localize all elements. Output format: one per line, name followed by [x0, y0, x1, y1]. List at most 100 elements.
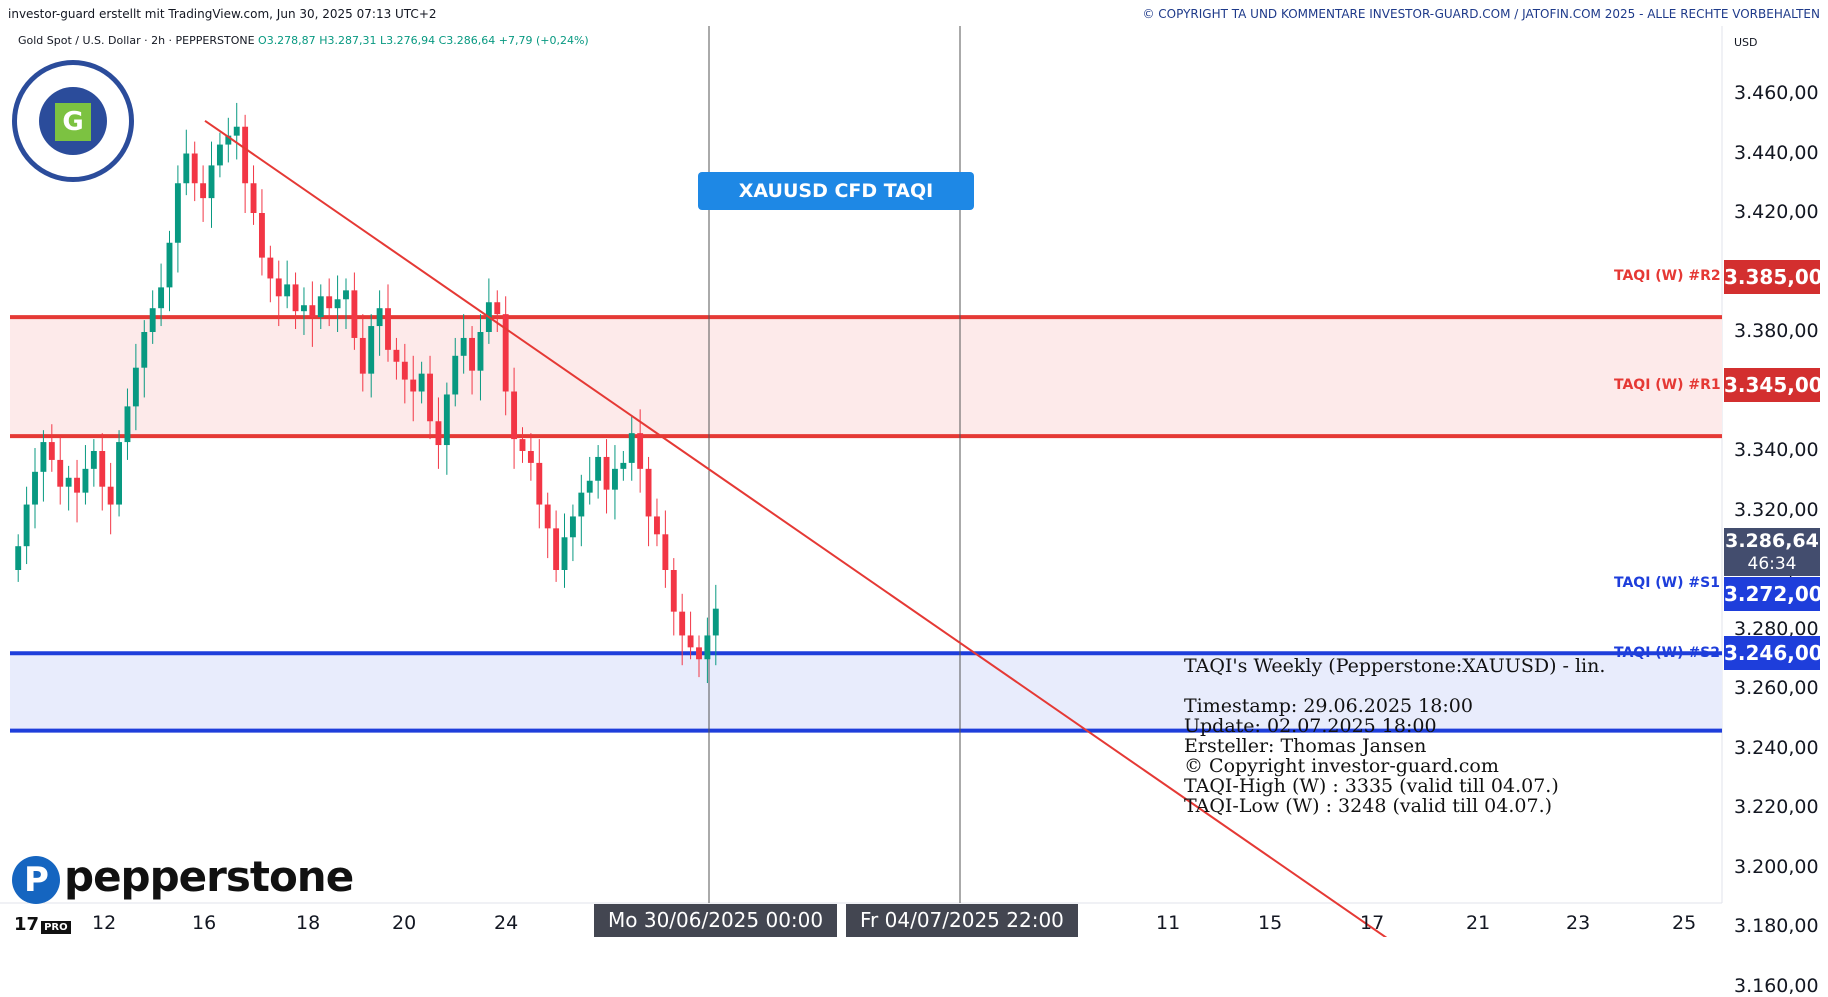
candle-body: [511, 391, 518, 440]
info-title: TAQI's Weekly (Pepperstone:XAUUSD) - lin…: [1184, 655, 1606, 677]
resistance-zone: [10, 317, 1722, 437]
candle-body: [595, 456, 602, 481]
x-tick-label: 24: [494, 912, 519, 934]
candle-body: [385, 308, 391, 350]
candle-body: [477, 332, 484, 371]
candle-body: [427, 373, 433, 422]
candle-body: [343, 290, 349, 300]
info-box: TAQI's Weekly (Pepperstone:XAUUSD) - lin…: [1184, 656, 1605, 816]
r1-price-badge: 3.345,00: [1724, 368, 1823, 402]
candle-body: [200, 183, 207, 199]
info-timestamp: Timestamp: 29.06.2025 18:00: [1184, 695, 1473, 717]
info-update: Update: 02.07.2025 18:00: [1184, 715, 1437, 737]
candle-body: [301, 305, 307, 312]
crosshair-date-2: Fr 04/07/2025 22:00: [846, 904, 1078, 937]
x-tick-label: 25: [1672, 912, 1697, 934]
candle-body: [569, 516, 576, 538]
candle-body: [216, 144, 223, 166]
crosshair-date-1: Mo 30/06/2025 00:00: [594, 904, 838, 937]
candle-body: [107, 486, 114, 505]
info-low: TAQI-Low (W) : 3248 (valid till 04.07.): [1184, 795, 1553, 817]
candle-body: [292, 284, 299, 312]
candle-body: [687, 635, 694, 648]
candle-body: [141, 332, 148, 368]
candle-body: [309, 305, 316, 318]
candle-body: [401, 361, 408, 380]
s2-label: TAQI (W) #S2: [1614, 645, 1720, 661]
y-tick-label: 3.440,00: [1734, 141, 1819, 164]
candle-body: [183, 153, 190, 184]
candle-body: [359, 337, 366, 374]
candle-body: [326, 296, 333, 309]
candle-body: [443, 394, 450, 446]
x-tick-label: 17: [1360, 912, 1385, 934]
info-author: Ersteller: Thomas Jansen: [1184, 735, 1427, 757]
candle-body: [65, 477, 72, 487]
candle-body: [149, 308, 156, 332]
x-tick-label: 11: [1156, 912, 1181, 934]
candle-body: [90, 451, 97, 469]
x-tick-label: 18: [296, 912, 321, 934]
s1-price-badge: 3.272,00: [1724, 577, 1823, 611]
candle-body: [553, 528, 560, 570]
candle-body: [158, 287, 165, 309]
tradingview-logo[interactable]: 17 PRO: [14, 914, 71, 935]
candle-body: [124, 406, 131, 443]
candle-body: [654, 516, 660, 535]
ohlc-low: L3.276,94: [379, 34, 436, 47]
candle-body: [586, 480, 593, 493]
pepperstone-mark-icon: P: [12, 855, 60, 904]
candle-body: [645, 468, 652, 517]
symbol-legend: Gold Spot / U.S. Dollar · 2h · PEPPERSTO…: [18, 34, 589, 47]
candle-body: [502, 314, 509, 392]
y-tick-label: 3.420,00: [1734, 201, 1819, 223]
y-tick-label: 3.240,00: [1734, 736, 1819, 759]
y-tick-label: 3.280,00: [1734, 617, 1819, 640]
candle-body: [233, 126, 240, 136]
candle-body: [704, 635, 711, 660]
candle-body: [368, 326, 375, 374]
candle-body: [32, 471, 38, 505]
candle-body: [74, 477, 80, 493]
candle-body: [15, 546, 22, 570]
candle-body: [82, 468, 89, 493]
y-tick-label: 3.260,00: [1734, 677, 1819, 699]
top-banner: investor-guard erstellt mit TradingView.…: [0, 0, 1828, 26]
candle-body: [637, 433, 644, 469]
y-tick-label: 3.320,00: [1734, 498, 1819, 521]
candle-body: [376, 308, 383, 327]
x-tick-label: 23: [1566, 912, 1591, 934]
x-tick-label: 15: [1258, 912, 1283, 934]
candle-body: [258, 213, 265, 258]
snapshot-label: XAUUSD CFD TAQI SNAPSHOT: [698, 172, 974, 240]
ohlc-change: +7,79 (+0,24%): [498, 34, 589, 47]
bar-countdown: 46:34: [1747, 554, 1797, 574]
candle-body: [242, 126, 249, 184]
x-tick-label: 12: [92, 912, 117, 934]
candle-body: [460, 337, 467, 356]
candle-body: [544, 504, 551, 529]
candle-body: [527, 451, 534, 463]
candle-body: [57, 459, 64, 487]
candle-series: [15, 102, 719, 684]
ohlc-open: O3.278,87: [258, 34, 316, 47]
candle-body: [317, 296, 324, 318]
compliance-seal-icon: G: [12, 60, 134, 182]
candle-body: [393, 349, 400, 362]
candle-body: [435, 421, 442, 446]
ohlc-high: H3.287,31: [319, 34, 377, 47]
candle-body: [208, 165, 215, 199]
candle-body: [603, 456, 610, 490]
y-tick-label: 3.200,00: [1734, 855, 1819, 878]
candle-body: [696, 647, 702, 660]
candle-body: [561, 537, 568, 570]
candle-body: [250, 183, 257, 213]
candle-body: [132, 367, 139, 407]
candle-body: [611, 468, 618, 490]
candle-body: [679, 611, 686, 636]
candle-body: [620, 462, 627, 469]
candle-body: [334, 299, 341, 309]
candle-body: [452, 355, 459, 395]
r1-label: TAQI (W) #R1: [1614, 377, 1721, 393]
candle-body: [628, 433, 635, 463]
